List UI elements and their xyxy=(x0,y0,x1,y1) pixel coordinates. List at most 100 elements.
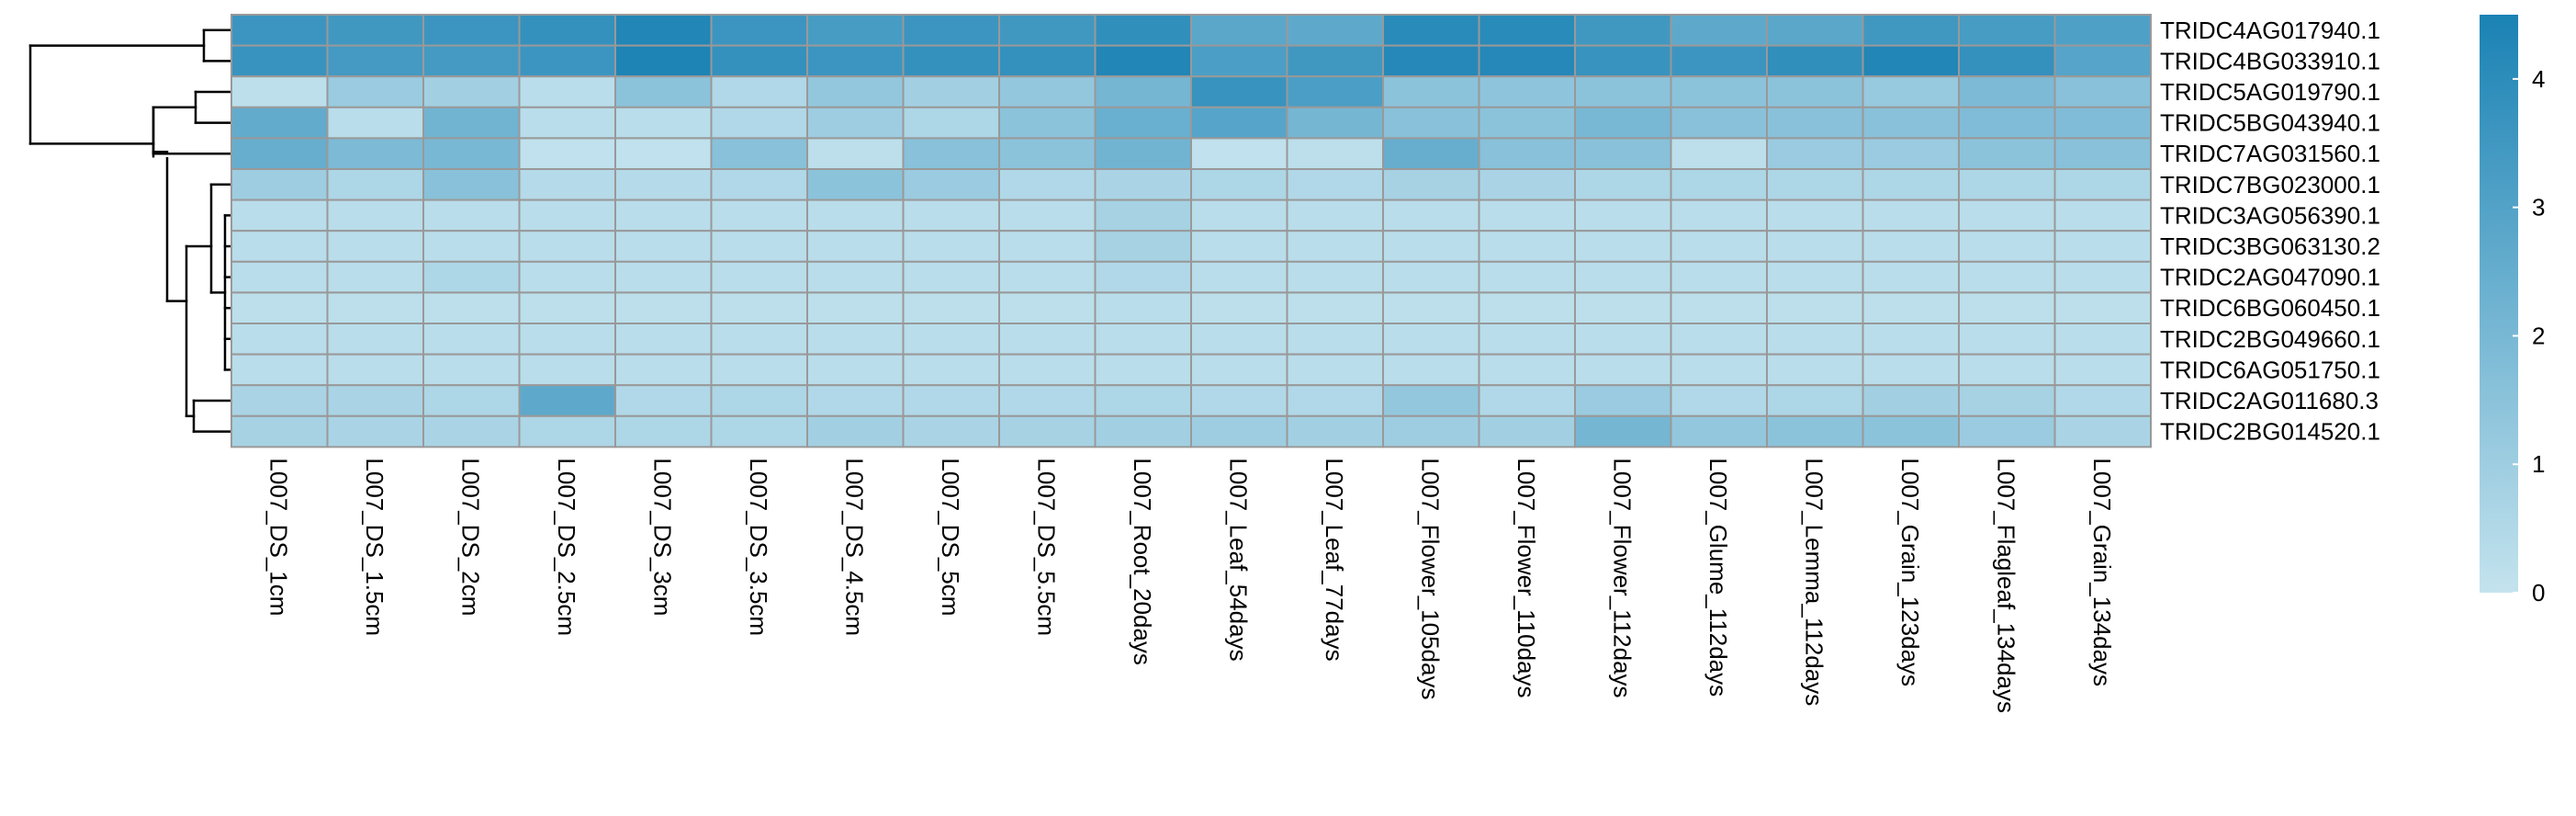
heatmap-cell xyxy=(1862,14,1960,47)
heatmap-cell xyxy=(902,106,1000,140)
column-label: L007_Grain_123days xyxy=(1896,458,1924,686)
heatmap-cell xyxy=(422,384,521,417)
row-label: TRIDC4AG017940.1 xyxy=(2160,17,2380,44)
column-label: L007_Lemma_112days xyxy=(1800,458,1828,706)
heatmap-cell xyxy=(518,230,616,263)
heatmap-cell xyxy=(1286,198,1384,232)
heatmap-cell xyxy=(1478,260,1576,294)
heatmap-cell xyxy=(998,384,1097,417)
heatmap-cell xyxy=(231,44,329,78)
heatmap-cell xyxy=(1286,14,1384,47)
heatmap-cell xyxy=(1670,414,1768,448)
heatmap-cell xyxy=(2053,44,2152,78)
heatmap-cell xyxy=(1190,198,1288,232)
heatmap-cell xyxy=(1670,323,1768,356)
heatmap-cell xyxy=(902,384,1000,417)
heatmap-cell xyxy=(1286,168,1384,201)
heatmap-cell xyxy=(1478,137,1576,170)
heatmap-cell xyxy=(1382,384,1480,417)
heatmap-cell xyxy=(1478,353,1576,387)
row-label: TRIDC3BG063130.2 xyxy=(2160,232,2380,260)
column-label: L007_DS_1cm xyxy=(264,458,292,616)
heatmap-cell xyxy=(231,168,329,201)
heatmap-cell xyxy=(2053,14,2152,47)
heatmap-cell xyxy=(326,75,424,108)
heatmap-cell xyxy=(1286,137,1384,170)
heatmap-cell xyxy=(1766,414,1864,448)
heatmap-cell xyxy=(998,75,1097,108)
heatmap-cell xyxy=(1382,44,1480,78)
heatmap-cell xyxy=(1190,75,1288,108)
heatmap-cell xyxy=(1094,168,1192,201)
heatmap-cell xyxy=(422,106,521,140)
heatmap-cell xyxy=(1574,230,1672,263)
legend-tick-label: 4 xyxy=(2532,65,2545,93)
heatmap-cell xyxy=(2053,168,2152,201)
heatmap-cell xyxy=(710,14,808,47)
heatmap-cell xyxy=(231,106,329,140)
heatmap-cell xyxy=(1958,106,2056,140)
heatmap-cell xyxy=(1286,414,1384,448)
heatmap-cell xyxy=(806,44,905,78)
heatmap-cell xyxy=(1094,260,1192,294)
heatmap-cell xyxy=(1382,14,1480,47)
heatmap-cell xyxy=(1190,137,1288,170)
heatmap-cell xyxy=(998,137,1097,170)
heatmap-cell xyxy=(1478,75,1576,108)
row-label: TRIDC5AG019790.1 xyxy=(2160,78,2380,106)
heatmap-cell xyxy=(1766,44,1864,78)
heatmap-cell xyxy=(614,230,713,263)
heatmap-cell xyxy=(518,44,616,78)
heatmap-cell xyxy=(710,353,808,387)
heatmap-cell xyxy=(614,44,713,78)
heatmap-cell xyxy=(710,106,808,140)
heatmap-cell xyxy=(1382,353,1480,387)
heatmap-cell xyxy=(902,137,1000,170)
heatmap-cell xyxy=(518,291,616,324)
heatmap-cell xyxy=(1766,14,1864,47)
column-labels: L007_DS_1cm L007_DS_1.5cm L007_DS_2cm L007_… xyxy=(264,458,2116,713)
row-label: TRIDC7BG023000.1 xyxy=(2160,171,2380,198)
heatmap-cell xyxy=(806,230,905,263)
heatmap-cell xyxy=(1766,323,1864,356)
heatmap-cell xyxy=(1670,14,1768,47)
heatmap-cell xyxy=(1574,14,1672,47)
heatmap-cell xyxy=(422,137,521,170)
heatmap-cell xyxy=(422,75,521,108)
heatmap-cell xyxy=(1862,323,1960,356)
heatmap-cell xyxy=(518,260,616,294)
heatmap-cell xyxy=(710,291,808,324)
legend-color-bar xyxy=(2480,15,2518,593)
heatmap-cell xyxy=(614,137,713,170)
heatmap-cell xyxy=(231,414,329,448)
heatmap-cell xyxy=(1958,44,2056,78)
heatmap-cell xyxy=(1670,198,1768,232)
heatmap-cell xyxy=(806,106,905,140)
heatmap-cell xyxy=(1670,44,1768,78)
heatmap-cell xyxy=(1670,75,1768,108)
heatmap-cell xyxy=(614,291,713,324)
heatmap-cell xyxy=(1478,230,1576,263)
heatmap-cell xyxy=(806,323,905,356)
heatmap-cell xyxy=(422,230,521,263)
column-label: L007_Leaf_54days xyxy=(1224,458,1252,661)
heatmap-cell xyxy=(326,198,424,232)
heatmap-cell xyxy=(806,414,905,448)
legend-tick-label: 0 xyxy=(2532,579,2545,606)
row-label: TRIDC2AG047090.1 xyxy=(2160,264,2380,291)
heatmap-cell xyxy=(1958,260,2056,294)
heatmap-cell xyxy=(710,44,808,78)
heatmap-cell xyxy=(1286,106,1384,140)
heatmap-cell xyxy=(1382,137,1480,170)
heatmap-cell xyxy=(1862,75,1960,108)
heatmap-cell xyxy=(1574,291,1672,324)
heatmap-cell xyxy=(806,384,905,417)
heatmap-cell xyxy=(518,106,616,140)
heatmap-cell xyxy=(1094,137,1192,170)
column-label: L007_Grain_134days xyxy=(2088,458,2116,686)
heatmap-cell xyxy=(1958,230,2056,263)
heatmap-cell xyxy=(998,353,1097,387)
heatmap-cell xyxy=(1862,106,1960,140)
